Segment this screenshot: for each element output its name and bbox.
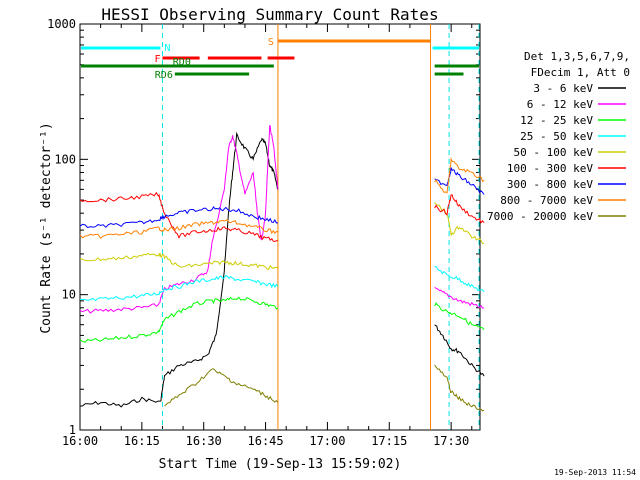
series-line bbox=[434, 167, 485, 195]
x-axis-label: Start Time (19-Sep-13 15:59:02) bbox=[159, 457, 402, 472]
series-line bbox=[79, 296, 279, 343]
x-tick-label: 17:00 bbox=[309, 434, 345, 448]
axis-ticks: 1 10 100 1000 16:00 16:15 16:30 16:45 17:00 17:15… bbox=[47, 17, 480, 448]
flag-label-rd6: RD6 bbox=[155, 70, 173, 81]
series-line bbox=[434, 364, 485, 412]
legend-header-line-1: Det 1,3,5,6,7,9, bbox=[524, 50, 630, 63]
y-tick-label: 100 bbox=[54, 152, 76, 166]
series-lines bbox=[79, 124, 485, 412]
legend-entry-label: 50 - 100 keV bbox=[514, 146, 594, 159]
series-line bbox=[434, 286, 485, 309]
series-line bbox=[434, 265, 485, 293]
y-tick-label: 1000 bbox=[47, 17, 76, 31]
series-line bbox=[434, 157, 485, 194]
x-tick-label: 17:15 bbox=[371, 434, 407, 448]
x-tick-label: 17:30 bbox=[433, 434, 469, 448]
series-line bbox=[79, 274, 279, 302]
series-line bbox=[434, 194, 485, 224]
series-line bbox=[79, 191, 278, 243]
flag-label-rd0: RD0 bbox=[173, 57, 191, 68]
series-line bbox=[434, 324, 485, 377]
legend-entry-label: 3 - 6 keV bbox=[533, 82, 593, 95]
legend-entry-label: 7000 - 20000 keV bbox=[487, 210, 593, 223]
y-tick-label: 10 bbox=[62, 288, 76, 302]
plot-frame bbox=[79, 23, 481, 431]
x-tick-label: 16:45 bbox=[248, 434, 284, 448]
legend-entry-label: 300 - 800 keV bbox=[507, 178, 593, 191]
y-tick-label: 1 bbox=[69, 423, 76, 437]
series-line bbox=[164, 368, 279, 407]
series-line bbox=[79, 206, 278, 229]
flag-label-f: F bbox=[154, 54, 160, 65]
legend-entry-label: 100 - 300 keV bbox=[507, 162, 593, 175]
series-line bbox=[79, 124, 279, 314]
flag-label-s: S bbox=[268, 37, 274, 48]
time-markers bbox=[161, 24, 480, 430]
x-tick-label: 16:00 bbox=[62, 434, 98, 448]
y-axis-label: Count Rate (s⁻¹ detector⁻¹) bbox=[39, 122, 54, 333]
series-line bbox=[79, 219, 279, 239]
series-line bbox=[79, 131, 279, 408]
legend: 3 - 6 keV 6 - 12 keV 12 - 25 keV 25 - 50 ke… bbox=[487, 82, 626, 223]
legend-entry-label: 25 - 50 keV bbox=[520, 130, 593, 143]
x-tick-label: 16:15 bbox=[124, 434, 160, 448]
flag-label-n: N bbox=[164, 43, 170, 54]
x-tick-label: 16:30 bbox=[186, 434, 222, 448]
legend-header-line-2: FDecim 1, Att 0 bbox=[531, 66, 630, 79]
series-line bbox=[79, 252, 279, 271]
legend-entry-label: 800 - 7000 keV bbox=[500, 194, 593, 207]
legend-entry-label: 12 - 25 keV bbox=[520, 114, 593, 127]
series-line bbox=[434, 202, 485, 245]
legend-entry-label: 6 - 12 keV bbox=[527, 98, 594, 111]
chart-title: HESSI Observing Summary Count Rates bbox=[101, 5, 438, 24]
series-line bbox=[434, 302, 485, 331]
timestamp: 19-Sep-2013 11:54 bbox=[554, 468, 636, 477]
